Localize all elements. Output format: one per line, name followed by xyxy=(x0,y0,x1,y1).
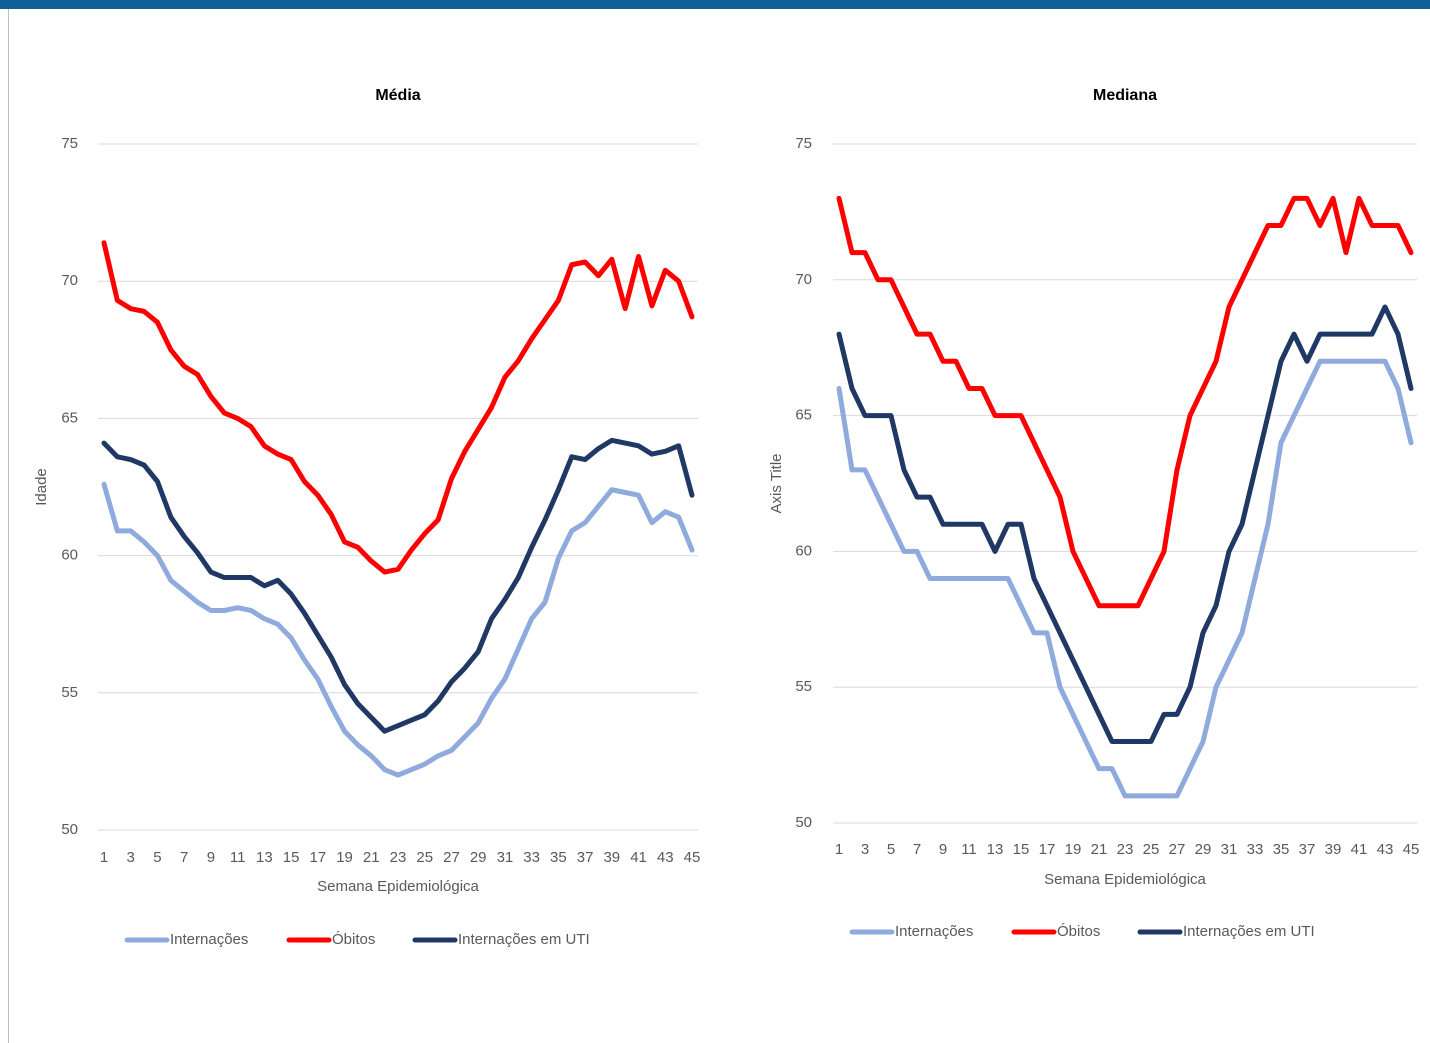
y-tick-label: 60 xyxy=(61,547,78,564)
x-tick-label: 5 xyxy=(887,841,895,858)
x-tick-label: 37 xyxy=(1299,841,1316,858)
y-tick-label: 75 xyxy=(61,135,78,152)
x-tick-label: 5 xyxy=(153,849,161,866)
x-axis-title: Semana Epidemiológica xyxy=(317,878,479,895)
x-tick-label: 17 xyxy=(309,849,326,866)
x-tick-label: 39 xyxy=(1325,841,1342,858)
x-tick-label: 11 xyxy=(230,849,246,866)
x-tick-label: 35 xyxy=(550,849,567,866)
y-tick-label: 65 xyxy=(795,407,812,424)
line-series xyxy=(836,195,1414,609)
line-series xyxy=(836,358,1414,799)
line-series xyxy=(101,437,695,734)
x-tick-label: 43 xyxy=(1377,841,1394,858)
x-axis-title: Semana Epidemiológica xyxy=(1044,871,1206,888)
x-tick-label: 9 xyxy=(207,849,215,866)
x-tick-label: 13 xyxy=(987,841,1004,858)
x-tick-label: 13 xyxy=(256,849,273,866)
legend-label: Internações em UTI xyxy=(1183,923,1315,940)
x-tick-label: 21 xyxy=(1091,841,1108,858)
x-tick-label: 25 xyxy=(1143,841,1160,858)
x-tick-label: 33 xyxy=(523,849,540,866)
legend-label: Internações em UTI xyxy=(458,931,590,948)
x-tick-label: 45 xyxy=(684,849,701,866)
header-bar xyxy=(0,0,1430,9)
y-tick-label: 50 xyxy=(61,821,78,838)
chart-title: Média xyxy=(375,87,420,104)
x-tick-label: 39 xyxy=(603,849,620,866)
x-tick-label: 7 xyxy=(913,841,921,858)
y-tick-label: 65 xyxy=(61,409,78,426)
x-tick-label: 19 xyxy=(336,849,353,866)
line-series xyxy=(101,240,695,575)
x-tick-label: 1 xyxy=(835,841,843,858)
line-series xyxy=(836,304,1414,745)
legend-label: Óbitos xyxy=(1057,923,1100,940)
y-axis-title: Axis Title xyxy=(768,453,785,513)
x-tick-label: 37 xyxy=(577,849,594,866)
x-tick-label: 1 xyxy=(100,849,108,866)
legend-label: Internações xyxy=(170,931,248,948)
x-tick-label: 25 xyxy=(416,849,433,866)
y-tick-label: 70 xyxy=(795,271,812,288)
line-series xyxy=(101,481,695,778)
x-tick-label: 7 xyxy=(180,849,188,866)
x-tick-label: 29 xyxy=(470,849,487,866)
x-tick-label: 9 xyxy=(939,841,947,858)
x-tick-label: 41 xyxy=(1351,841,1368,858)
x-tick-label: 33 xyxy=(1247,841,1264,858)
x-tick-label: 45 xyxy=(1403,841,1420,858)
legend-label: Óbitos xyxy=(332,931,375,948)
y-tick-label: 50 xyxy=(795,814,812,831)
x-tick-label: 27 xyxy=(443,849,460,866)
x-tick-label: 27 xyxy=(1169,841,1186,858)
x-tick-label: 23 xyxy=(390,849,407,866)
x-tick-label: 3 xyxy=(861,841,869,858)
chart-title: Mediana xyxy=(1093,87,1157,104)
x-tick-label: 29 xyxy=(1195,841,1212,858)
x-tick-label: 15 xyxy=(1013,841,1030,858)
x-tick-label: 43 xyxy=(657,849,674,866)
y-tick-label: 55 xyxy=(795,678,812,695)
y-axis-title: Idade xyxy=(33,468,50,506)
x-tick-label: 21 xyxy=(363,849,380,866)
y-tick-label: 55 xyxy=(61,684,78,701)
x-tick-label: 31 xyxy=(497,849,514,866)
x-tick-label: 17 xyxy=(1039,841,1056,858)
x-tick-label: 31 xyxy=(1221,841,1238,858)
x-tick-label: 23 xyxy=(1117,841,1134,858)
y-tick-label: 60 xyxy=(795,542,812,559)
y-tick-label: 75 xyxy=(795,135,812,152)
x-tick-label: 11 xyxy=(961,841,977,858)
x-tick-label: 19 xyxy=(1065,841,1082,858)
x-tick-label: 15 xyxy=(283,849,300,866)
legend-label: Internações xyxy=(895,923,973,940)
x-tick-label: 41 xyxy=(630,849,647,866)
x-tick-label: 3 xyxy=(127,849,135,866)
y-tick-label: 70 xyxy=(61,272,78,289)
x-tick-label: 35 xyxy=(1273,841,1290,858)
